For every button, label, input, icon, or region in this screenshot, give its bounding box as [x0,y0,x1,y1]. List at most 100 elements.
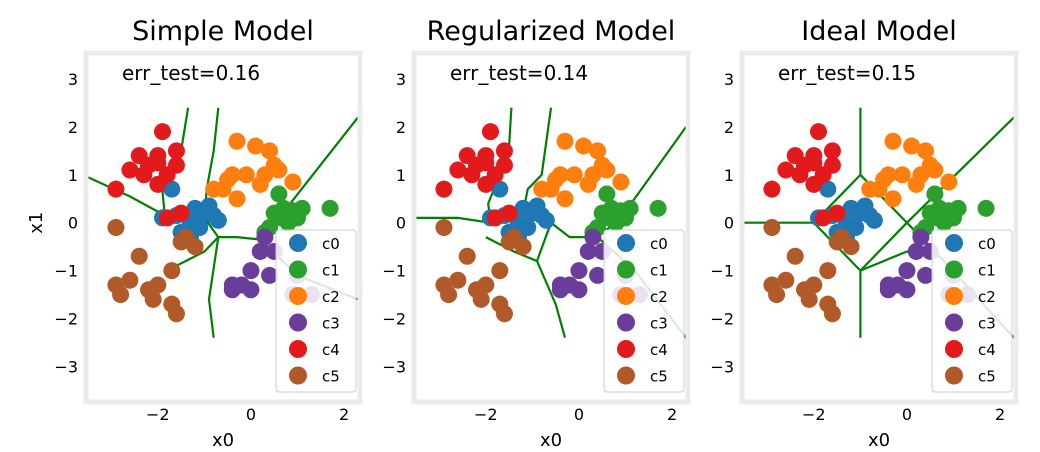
data-point-c4 [495,156,513,174]
data-point-c0 [528,197,546,215]
data-point-c3 [242,262,260,280]
legend-marker-c4 [289,340,307,358]
chart-title: Simple Model [132,16,314,47]
data-point-c4 [791,166,809,184]
chart-title: Regularized Model [427,16,676,47]
data-point-c4 [495,142,513,160]
data-point-c2 [228,132,246,150]
y-tick-label: −2 [54,310,78,329]
data-point-c3 [898,262,916,280]
y-tick-label: −1 [54,262,78,281]
legend-label-c2: c2 [322,288,340,306]
legend: c0 c1 c2 c3 c4 c5 [603,229,685,393]
data-point-c3 [242,281,260,299]
data-point-c0 [537,211,555,229]
data-point-c4 [500,204,518,222]
data-point-c5 [112,286,130,304]
data-point-c2 [533,180,551,198]
legend-label-c4: c4 [322,341,340,359]
data-point-c1 [616,209,634,227]
y-tick-label: 2 [396,118,406,137]
legend-marker-c1 [289,260,307,279]
legend-box [275,229,357,393]
data-point-c1 [321,199,339,217]
data-point-c2 [903,137,921,155]
data-point-c2 [251,175,269,193]
data-point-c2 [261,142,279,160]
data-point-c5 [805,276,823,294]
y-tick-label: 2 [724,118,734,137]
chart-panel-3: Ideal Model err_test=0.15 −2 0 2 −3 −2 −1 0 1 2 3 x0… [710,16,1019,451]
data-point-c5 [491,262,509,280]
data-point-c5 [435,219,453,236]
data-point-c4 [135,166,153,184]
x-axis-label: x0 [868,430,890,451]
x-tick-label: −2 [802,405,826,424]
legend-label-c3: c3 [322,315,340,333]
data-point-c4 [167,142,185,160]
data-point-c2 [917,142,935,160]
data-point-c5 [823,305,841,323]
legend: c0 c1 c2 c3 c4 c5 [931,229,1013,393]
y-tick-label: 2 [68,118,78,137]
y-tick-label: −1 [710,262,734,281]
data-point-c4 [158,209,176,227]
data-point-c3 [251,242,269,260]
data-point-c2 [907,175,925,193]
legend-marker-c1 [945,260,963,279]
data-point-c4 [149,175,167,193]
data-point-c4 [153,123,171,141]
data-point-c4 [477,154,495,172]
legend-marker-c5 [289,366,307,385]
y-axis-label: x1 [26,212,47,234]
legend-label-c2: c2 [978,288,996,306]
data-point-c5 [130,247,148,265]
legend-marker-c2 [945,287,963,305]
x-tick-label: −2 [474,405,498,424]
data-point-c4 [823,142,841,160]
data-point-c2 [247,137,265,155]
legend-label-c5: c5 [978,368,996,386]
decision-boundary [207,236,220,338]
legend-marker-c2 [289,287,307,305]
legend-marker-c0 [289,234,307,252]
legend-label-c4: c4 [650,341,668,359]
legend-label-c5: c5 [650,368,668,386]
data-point-c1 [944,209,962,227]
x-axis-label: x0 [212,430,234,451]
data-point-c3 [223,281,241,299]
legend-label-c2: c2 [650,288,668,306]
data-point-c2 [884,132,902,150]
legend-label-c1: c1 [322,262,340,280]
x-axis-label: x0 [540,430,562,451]
data-point-c5 [472,290,490,308]
data-point-c2 [228,190,246,208]
data-point-c5 [172,233,190,251]
data-point-c4 [828,204,846,222]
data-point-c4 [149,154,167,172]
data-point-c5 [186,238,204,256]
chart-title: Ideal Model [801,16,956,47]
data-point-c0 [200,197,218,215]
data-point-c0 [491,180,509,198]
data-point-c2 [265,156,283,174]
data-point-c2 [589,142,607,160]
data-point-c5 [800,290,818,308]
x-tick-label: 2 [667,405,677,424]
x-tick-label: −2 [146,405,170,424]
data-point-c3 [256,228,274,246]
data-point-c3 [898,281,916,299]
data-point-c4 [172,204,190,222]
legend: c0 c1 c2 c3 c4 c5 [275,229,357,393]
y-tick-label: 0 [68,214,78,233]
data-point-c5 [828,233,846,251]
plot-area [88,107,358,338]
legend-marker-c0 [617,234,635,252]
data-point-c2 [921,156,939,174]
y-tick-label: −3 [382,357,406,376]
data-point-c2 [612,173,630,191]
y-tick-label: −2 [382,310,406,329]
data-point-c5 [500,233,518,251]
legend-label-c5: c5 [322,368,340,386]
